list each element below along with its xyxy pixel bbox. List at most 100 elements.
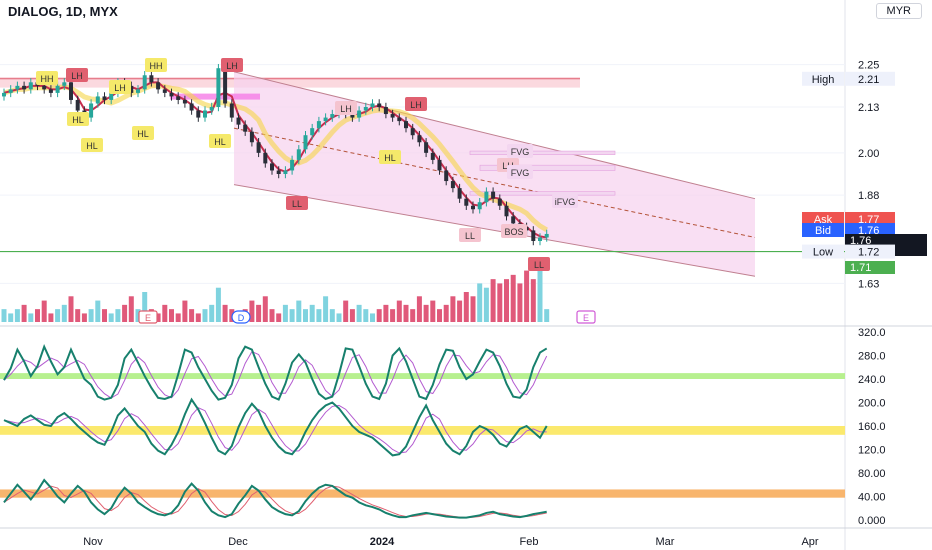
candle-body — [62, 82, 67, 86]
volume-bar — [329, 309, 335, 322]
volume-bar — [403, 304, 409, 322]
candle-body — [390, 114, 395, 118]
time-axis-label: Apr — [801, 536, 818, 548]
structure-label-box — [507, 144, 533, 158]
volume-bar — [175, 313, 181, 322]
structure-label-box — [459, 228, 481, 242]
volume-bar — [383, 304, 389, 322]
candle-body — [330, 114, 335, 118]
candle-body — [477, 202, 482, 210]
volume-bar — [282, 304, 288, 322]
candle-body — [28, 82, 33, 90]
osc-tick-label: 200.0 — [858, 398, 886, 410]
candle-body — [109, 92, 114, 100]
volume-bar — [504, 279, 509, 322]
volume-bar — [269, 309, 275, 322]
candle-body — [504, 205, 509, 217]
candle-body — [430, 152, 435, 160]
candle-body — [491, 191, 496, 199]
volume-bar — [68, 296, 74, 322]
volume-bar — [457, 300, 463, 322]
volume-bar — [309, 304, 315, 322]
volume-bar — [202, 309, 208, 322]
last-close: 1.71 — [850, 262, 871, 274]
candle-body — [2, 92, 6, 97]
volume-bar — [423, 304, 429, 322]
candle-body — [55, 85, 60, 93]
candle-body — [383, 107, 388, 115]
volume-bar — [524, 270, 530, 322]
candle-body — [22, 85, 27, 90]
structure-label-box — [81, 138, 103, 152]
volume-bar — [510, 274, 516, 322]
candle-body — [169, 92, 174, 97]
bid-value-box — [845, 223, 895, 237]
structure-label: BOS — [504, 227, 523, 237]
osc-line — [3, 478, 547, 519]
volume-bar — [343, 300, 349, 322]
volume-bar — [430, 300, 436, 322]
channel-lower — [233, 184, 756, 277]
candle-body — [404, 121, 408, 129]
structure-label: HH — [41, 74, 54, 84]
candle-body — [424, 142, 429, 153]
volume-bar — [222, 304, 228, 322]
structure-label: LH — [226, 61, 238, 71]
volume-bar — [530, 279, 536, 322]
volume-bar — [21, 304, 27, 322]
volume-bar — [35, 309, 40, 322]
candle-body — [263, 152, 268, 164]
volume-bar — [102, 309, 107, 322]
candle-body — [316, 121, 321, 129]
currency-selector[interactable]: MYR — [875, 3, 922, 19]
volume-bar — [323, 296, 329, 322]
structure-label-box — [501, 224, 527, 238]
volume-bar — [256, 304, 262, 322]
candle-body — [357, 110, 362, 118]
trend-channel — [234, 71, 755, 277]
last-price: 1.76 — [850, 235, 871, 247]
structure-label-box — [36, 71, 58, 85]
candle-body — [270, 163, 274, 171]
osc-band — [0, 426, 845, 435]
volume-bar — [276, 313, 282, 322]
structure-label-box — [145, 58, 167, 72]
structure-label-box — [379, 150, 401, 164]
volume-bar — [169, 309, 174, 322]
candle-body — [484, 191, 489, 203]
volume-bar — [135, 309, 141, 322]
structure-label: HL — [86, 141, 98, 151]
volume-bar — [376, 309, 382, 322]
candle-body — [15, 85, 20, 90]
structure-label: LH — [71, 71, 83, 81]
time-axis-label: 2024 — [370, 536, 395, 548]
structure-label: LH — [114, 83, 126, 93]
price-tick-label: 1.88 — [858, 190, 879, 202]
volume-bar — [450, 296, 456, 322]
volume-bar — [128, 296, 134, 322]
structure-label: LL — [465, 231, 475, 241]
volume-bar — [537, 262, 543, 322]
structure-label: LH — [340, 104, 352, 114]
volume-bar — [437, 309, 442, 322]
structure-label-box — [209, 134, 231, 148]
structure-label-box — [405, 97, 427, 111]
structure-label: HL — [214, 137, 226, 147]
candle-body — [189, 103, 194, 111]
high-label: High — [812, 74, 835, 86]
structure-label-box — [221, 58, 243, 72]
fvg-box — [170, 93, 260, 100]
structure-label-box — [109, 80, 131, 94]
volume-bar — [470, 296, 476, 322]
candle-body — [323, 117, 328, 122]
candle-body — [450, 181, 455, 189]
candle-body — [223, 68, 228, 104]
event-marker — [138, 310, 158, 324]
event-marker-label: E — [583, 313, 589, 323]
volume-bar — [8, 313, 14, 322]
fvg-box — [469, 191, 616, 196]
volume-bar — [443, 304, 449, 322]
structure-label: HL — [72, 115, 84, 125]
event-marker-label: D — [238, 313, 245, 323]
